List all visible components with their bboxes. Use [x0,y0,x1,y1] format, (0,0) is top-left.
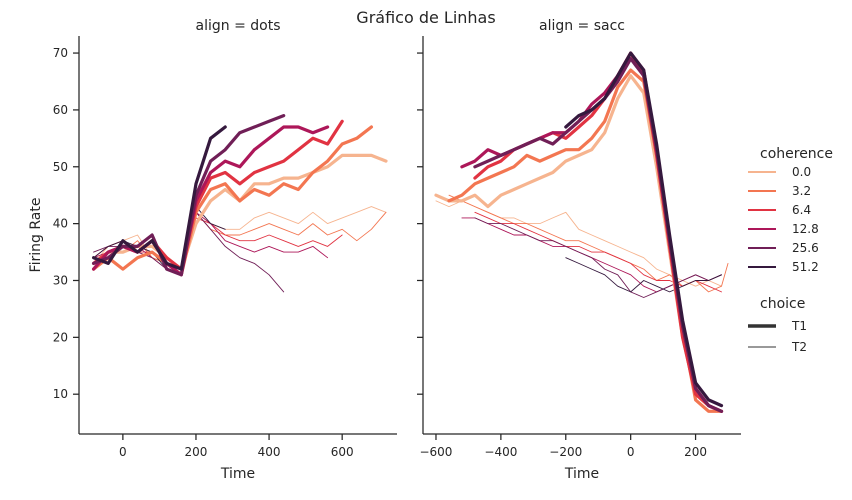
legend-hue-title: coherence [760,146,833,162]
y-tick-label: 40 [53,217,68,231]
y-tick-label: 20 [53,330,68,344]
x-tick-label: 0 [627,445,635,459]
series-line-3.2-T2 [448,194,729,293]
x-tick-label: 200 [185,445,208,459]
series-line-51.2-T2 [565,257,722,293]
legend-style-title: choice [760,296,805,312]
y-tick-label: 70 [53,46,68,60]
x-tick-label: −200 [549,445,582,459]
series-line-6.4-T1 [473,51,724,413]
legend-label-25.6: 25.6 [792,241,819,255]
series-line-51.2-T1 [91,125,227,271]
x-tick-label: 600 [331,445,354,459]
panel-title-sacc: align = sacc [539,18,625,34]
series-line-51.2-T2 [93,206,226,276]
legend-label-12.8: 12.8 [792,222,819,236]
series-line-3.2-T2 [93,211,387,276]
panel-align-sacc: align = sacc Time −600 −400 −200 0 200 [417,18,741,482]
legend-label-0.0: 0.0 [792,165,811,179]
y-tick-label: 60 [53,103,68,117]
y-tick-label: 30 [53,273,68,287]
panel-title-dots: align = dots [196,18,281,34]
x-tick-label: −600 [419,445,452,459]
chart-title: Gráfico de Linhas [356,8,495,27]
x-tick-label: −400 [484,445,517,459]
series-line-12.8-T1 [460,51,724,413]
legend-label-6.4: 6.4 [792,203,811,217]
x-axis-label-sacc: Time [564,466,599,482]
panel-align-dots: align = dots Time 0 200 400 600 10 20 30 40 50 60… [53,18,397,482]
legend-label-3.2: 3.2 [792,184,811,198]
y-axis-label: Firing Rate [28,198,44,273]
legend-label-T2: T2 [791,340,807,354]
series-line-51.2-T1 [564,51,724,408]
series-line-25.6-T2 [474,217,722,298]
y-tick-label: 10 [53,387,68,401]
x-axis-label-dots: Time [220,466,255,482]
x-tick-label: 0 [119,445,127,459]
y-tick-label: 50 [53,160,68,174]
legend-label-T1: T1 [791,319,807,333]
x-tick-label: 400 [258,445,281,459]
legend: coherence choice 0.0 3.2 6.4 12.8 25.6 51.2 T1… [748,146,833,354]
series-line-25.6-T1 [473,57,724,413]
series-line-6.4-T2 [474,211,722,293]
series-line-3.2-T1 [91,125,373,277]
legend-label-51.2: 51.2 [792,260,819,274]
x-tick-label: 200 [684,445,707,459]
